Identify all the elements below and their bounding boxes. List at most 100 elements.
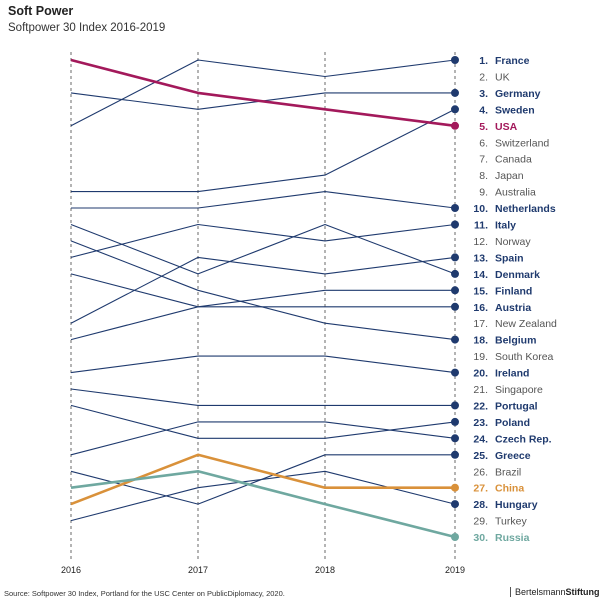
marker-germany xyxy=(451,88,459,97)
country-label-netherlands: Netherlands xyxy=(495,203,556,215)
rank-number-portugal: 22. xyxy=(473,400,488,412)
marker-finland xyxy=(451,286,459,295)
rank-number-sweden: 4. xyxy=(479,104,488,116)
country-label-new-zealand: New Zealand xyxy=(495,318,557,330)
country-label-south-korea: South Korea xyxy=(495,351,554,363)
rank-number-italy: 11. xyxy=(474,220,488,232)
country-label-russia: Russia xyxy=(495,532,530,544)
marker-denmark xyxy=(451,269,459,278)
country-label-brazil: Brazil xyxy=(495,466,521,478)
rank-number-china: 27. xyxy=(473,483,488,495)
marker-greece xyxy=(451,450,459,459)
rank-number-denmark: 14. xyxy=(473,269,488,281)
line-netherlands xyxy=(71,191,456,209)
country-label-italy: Italy xyxy=(495,220,516,232)
country-label-belgium: Belgium xyxy=(495,335,536,347)
line-czech-rep- xyxy=(70,421,456,456)
year-guides xyxy=(70,52,456,560)
rank-number-new-zealand: 17. xyxy=(473,318,488,330)
line-italy xyxy=(70,223,456,258)
x-tick-2017: 2017 xyxy=(188,565,208,575)
country-label-austria: Austria xyxy=(495,302,531,314)
marker-russia xyxy=(451,533,459,541)
chart-title: Soft Power xyxy=(8,4,74,18)
marker-portugal xyxy=(451,401,459,410)
rank-number-ireland: 20. xyxy=(473,368,488,380)
rank-number-czech-rep-: 24. xyxy=(473,433,488,445)
marker-ireland xyxy=(451,368,459,377)
line-portugal xyxy=(70,388,455,406)
country-label-canada: Canada xyxy=(495,154,532,166)
rank-number-usa: 5. xyxy=(479,121,488,133)
country-label-turkey: Turkey xyxy=(495,516,527,528)
marker-netherlands xyxy=(451,204,459,212)
rank-number-greece: 25. xyxy=(473,450,488,462)
country-label-hungary: Hungary xyxy=(495,499,538,511)
marker-hungary xyxy=(451,500,459,509)
rank-number-finland: 15. xyxy=(473,285,488,297)
country-label-china: China xyxy=(495,483,524,495)
brand-logo: BertelsmannStiftung xyxy=(510,587,600,597)
x-tick-2016: 2016 xyxy=(61,565,81,575)
rank-labels: 1. France 2. UK 3. Germany 4. Sweden 5. USA 6. Swit… xyxy=(473,55,557,544)
rank-number-germany: 3. xyxy=(479,88,488,100)
country-label-czech-rep-: Czech Rep. xyxy=(495,433,552,445)
rank-number-turkey: 29. xyxy=(473,516,488,528)
x-tick-2018: 2018 xyxy=(315,565,335,575)
line-russia xyxy=(70,469,456,539)
country-label-france: France xyxy=(495,55,530,67)
line-ireland xyxy=(70,355,456,374)
rank-number-south-korea: 19. xyxy=(473,351,488,363)
endpoint-markers xyxy=(451,56,459,541)
country-label-spain: Spain xyxy=(495,252,524,264)
country-label-finland: Finland xyxy=(495,285,532,297)
marker-sweden xyxy=(451,105,459,114)
marker-czech-rep- xyxy=(451,434,459,443)
rank-number-spain: 13. xyxy=(473,252,488,264)
rank-number-switzerland: 6. xyxy=(479,137,488,149)
rank-number-uk: 2. xyxy=(479,71,488,83)
country-label-australia: Australia xyxy=(495,187,536,199)
brand-bold: Stiftung xyxy=(565,587,600,597)
brand-light: Bertelsmann xyxy=(515,587,566,597)
country-label-usa: USA xyxy=(495,121,518,133)
marker-austria xyxy=(451,302,459,311)
country-label-singapore: Singapore xyxy=(495,384,543,396)
marker-belgium xyxy=(451,335,459,344)
rank-number-canada: 7. xyxy=(479,154,488,166)
line-usa xyxy=(70,58,456,128)
marker-usa xyxy=(451,121,459,130)
source-note: Source: Softpower 30 Index, Portland for… xyxy=(4,589,285,598)
country-label-uk: UK xyxy=(495,71,510,83)
line-belgium xyxy=(70,240,456,341)
series-lines xyxy=(70,58,456,539)
rank-number-france: 1. xyxy=(479,55,488,67)
country-label-norway: Norway xyxy=(495,236,531,248)
rank-number-russia: 30. xyxy=(473,532,488,544)
marker-spain xyxy=(451,253,459,262)
x-tick-2019: 2019 xyxy=(445,565,465,575)
rank-number-austria: 16. xyxy=(473,302,488,314)
country-label-switzerland: Switzerland xyxy=(495,137,549,149)
rank-number-hungary: 28. xyxy=(473,499,488,511)
country-label-germany: Germany xyxy=(495,88,541,100)
x-axis-ticks: 2016 2017 2018 2019 xyxy=(61,565,465,575)
rank-number-japan: 8. xyxy=(479,170,488,182)
country-label-poland: Poland xyxy=(495,417,530,429)
rank-number-netherlands: 10. xyxy=(473,203,488,215)
marker-poland xyxy=(451,417,459,426)
country-label-sweden: Sweden xyxy=(495,104,535,116)
country-label-portugal: Portugal xyxy=(495,400,538,412)
line-france xyxy=(70,59,456,127)
marker-italy xyxy=(451,220,459,229)
rank-number-singapore: 21. xyxy=(473,384,488,396)
marker-china xyxy=(451,483,459,492)
country-label-japan: Japan xyxy=(495,170,524,182)
rank-number-belgium: 18. xyxy=(473,335,488,347)
marker-france xyxy=(451,56,459,64)
country-label-ireland: Ireland xyxy=(495,368,529,380)
line-austria xyxy=(70,306,455,341)
rank-number-norway: 12. xyxy=(473,236,488,248)
rank-number-australia: 9. xyxy=(479,187,488,199)
